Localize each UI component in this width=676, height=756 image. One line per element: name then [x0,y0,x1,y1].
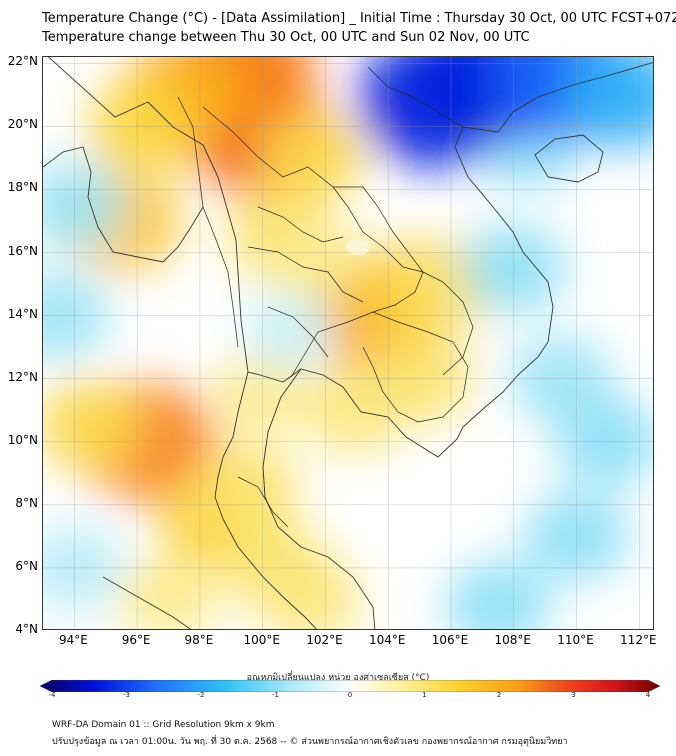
map-canvas [43,57,653,629]
border-laos [332,186,474,376]
border-thailand [202,106,424,378]
border-cambodia [362,311,469,423]
lon-label: 96°E [121,633,151,647]
field-blob-20 [258,556,361,629]
lon-label: 98°E [184,633,214,647]
border-myanmar [177,96,239,348]
field-blob-18 [195,444,299,534]
lat-label: 22°N [7,54,38,69]
update-credit: ปรับปรุงข้อมูล ณ เวลา 01:00น. วัน พฤ. ที… [52,737,568,747]
map-title: Temperature Change (°C) - [Data Assimila… [42,11,676,26]
coastline-indochina [47,57,653,458]
colorbar-tick-label: -3 [123,691,130,699]
coastline-peninsula [214,371,317,629]
colorbar-tick-label: -2 [197,691,205,699]
lat-label: 6°N [15,558,38,573]
coastline-sumatra [102,576,191,629]
border-internal-4 [237,476,289,528]
lat-label: 14°N [7,306,38,321]
colorbar-title: อุณหภูมิเปลี่ยนแปลง หน่วย องศาเซลเซียส (… [246,673,430,683]
colorbar-tick-label: -4 [48,691,56,699]
lon-label: 104°E [368,633,406,647]
lat-label: 16°N [7,243,38,258]
lat-label: 4°N [15,622,38,636]
colorbar-tick-label: 0 [347,691,353,699]
coastline-hainan [534,134,604,183]
colorbar [40,680,660,692]
field-blob-26 [562,57,653,148]
colorbar-tick-label: 2 [496,691,502,699]
reservoir-marker [346,239,370,255]
temperature-field [43,57,653,629]
lat-lon-gridlines [43,57,653,629]
border-internal-2 [257,206,344,243]
temperature-change-map[interactable] [42,56,654,630]
field-blob-31 [446,561,551,629]
map-subtitle: Temperature change between Thu 30 Oct, 0… [42,30,530,45]
field-blob-6 [255,111,365,205]
colorbar-tick-label: 4 [645,691,651,699]
model-info: WRF-DA Domain 01 :: Grid Resolution 9km … [52,720,275,730]
field-blob-33 [43,162,126,249]
colorbar-tick-label: 1 [422,691,427,699]
admin-borders [177,66,474,528]
coastline-bengal [43,146,204,263]
lon-label: 110°E [557,633,594,647]
border-internal-1 [247,246,364,303]
field-blob-16 [43,379,145,473]
lon-label: 100°E [243,633,280,647]
lat-label: 20°N [7,117,38,132]
border-internal-3 [267,306,329,358]
lon-label: 106°E [431,633,469,647]
field-blob-13 [306,367,408,454]
border-vietnam-china [367,66,464,128]
lat-label: 18°N [7,180,38,195]
colorbar-tick-label: 3 [571,691,576,699]
lat-label: 10°N [7,432,38,447]
lat-label: 12°N [7,369,38,384]
lon-label: 108°E [494,633,532,647]
colorbar-tick-label: -1 [272,691,279,699]
field-blob-35 [241,292,334,371]
coastline-peninsula-east [262,368,376,629]
field-blob-21 [118,557,219,629]
lon-label: 94°E [58,633,88,647]
colorbar-gradient [40,680,660,692]
lon-label: 112°E [620,633,657,647]
lon-label: 102°E [306,633,343,647]
lat-label: 8°N [15,495,38,510]
coastlines [43,57,653,629]
